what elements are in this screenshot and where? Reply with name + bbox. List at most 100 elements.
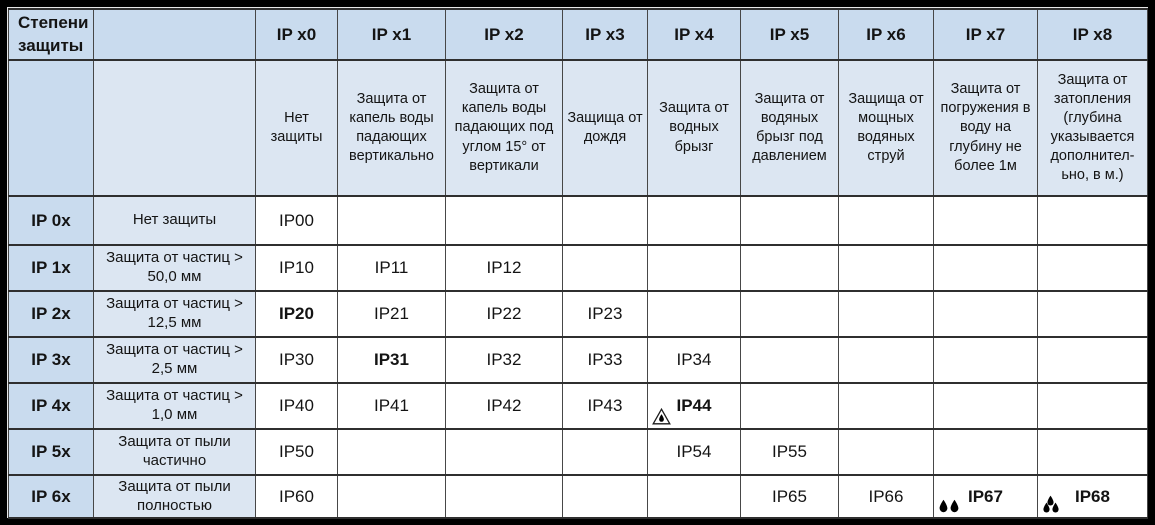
cell-ip6x-x2 — [445, 474, 563, 519]
cell-ip10: IP10 — [255, 244, 338, 292]
cell-ip22: IP22 — [445, 290, 563, 338]
cell-ip1x-x7 — [933, 244, 1038, 292]
cell-ip21: IP21 — [337, 290, 446, 338]
header-row: Степени защиты IP x0 IP x1 IP x2 IP x3 I… — [8, 8, 1148, 61]
cell-ip0x-x1 — [337, 195, 446, 246]
cell-ip5x-x8 — [1037, 428, 1148, 476]
cell-ip43: IP43 — [562, 382, 648, 430]
cell-ip30: IP30 — [255, 336, 338, 384]
cell-ip66: IP66 — [838, 474, 934, 519]
table-row-ip1x: IP 1x Защита от частиц > 50,0 мм IP10 IP… — [8, 244, 1148, 292]
header-spacer-cell — [93, 8, 256, 61]
table-row-ip4x: IP 4x Защита от частиц > 1,0 мм IP40 IP4… — [8, 382, 1148, 430]
cell-ip0x-x8 — [1037, 195, 1148, 246]
cell-ip0x-x2 — [445, 195, 563, 246]
cell-ip23: IP23 — [562, 290, 648, 338]
cell-ip5x-x6 — [838, 428, 934, 476]
cell-ip44-container: IP44 — [647, 382, 741, 430]
cell-ip00: IP00 — [255, 195, 338, 246]
cell-ip20: IP20 — [255, 290, 338, 338]
cell-ip1x-x6 — [838, 244, 934, 292]
cell-ip32: IP32 — [445, 336, 563, 384]
cell-ip4x-x5 — [740, 382, 839, 430]
cell-ip33: IP33 — [562, 336, 648, 384]
cell-ip5x-x1 — [337, 428, 446, 476]
cell-ip41: IP41 — [337, 382, 446, 430]
cell-ip42: IP42 — [445, 382, 563, 430]
row-desc-ip3x: Защита от частиц > 2,5 мм — [93, 336, 256, 384]
cell-ip1x-x8 — [1037, 244, 1148, 292]
cell-ip54: IP54 — [647, 428, 741, 476]
cell-ip6x-x1 — [337, 474, 446, 519]
column-desc-ipx2: Защита от капель воды падающих под углом… — [445, 59, 563, 197]
cell-ip3x-x5 — [740, 336, 839, 384]
description-row: Нет защиты Защита от капель воды падающи… — [8, 59, 1148, 197]
column-header-ipx6: IP x6 — [838, 8, 934, 61]
column-header-ipx2: IP x2 — [445, 8, 563, 61]
cell-ip67: IP67 — [968, 486, 1003, 506]
table-row-ip3x: IP 3x Защита от частиц > 2,5 мм IP30 IP3… — [8, 336, 1148, 384]
table-frame: Степени защиты IP x0 IP x1 IP x2 IP x3 I… — [7, 7, 1148, 519]
cell-ip2x-x7 — [933, 290, 1038, 338]
cell-ip31: IP31 — [337, 336, 446, 384]
cell-ip0x-x3 — [562, 195, 648, 246]
row-desc-ip4x: Защита от частиц > 1,0 мм — [93, 382, 256, 430]
column-desc-ipx4: Защита от водных брызг — [647, 59, 741, 197]
cell-ip3x-x6 — [838, 336, 934, 384]
cell-ip11: IP11 — [337, 244, 446, 292]
column-header-ipx7: IP x7 — [933, 8, 1038, 61]
cell-ip4x-x6 — [838, 382, 934, 430]
table-row-ip5x: IP 5x Защита от пыли частично IP50 IP54 … — [8, 428, 1148, 476]
ip-protection-ratings-table: Степени защиты IP x0 IP x1 IP x2 IP x3 I… — [8, 8, 1148, 519]
cell-ip0x-x6 — [838, 195, 934, 246]
column-desc-ipx8: Защита от затопления (глубина указываетс… — [1037, 59, 1148, 197]
cell-ip67-container: IP67 — [933, 474, 1038, 519]
row-desc-ip6x: Защита от пыли полностью — [93, 474, 256, 519]
triangle-droplet-icon — [652, 408, 671, 425]
cell-ip40: IP40 — [255, 382, 338, 430]
row-header-ip0x: IP 0x — [8, 195, 94, 246]
row-header-ip5x: IP 5x — [8, 428, 94, 476]
row-header-ip4x: IP 4x — [8, 382, 94, 430]
column-desc-ipx0: Нет защиты — [255, 59, 338, 197]
column-desc-ipx1: Защита от капель воды падающих вертикаль… — [337, 59, 446, 197]
row-header-ip6x: IP 6x — [8, 474, 94, 519]
row-desc-ip5x: Защита от пыли частично — [93, 428, 256, 476]
cell-ip3x-x7 — [933, 336, 1038, 384]
row-desc-ip2x: Защита от частиц > 12,5 мм — [93, 290, 256, 338]
cell-ip1x-x4 — [647, 244, 741, 292]
cell-ip5x-x2 — [445, 428, 563, 476]
table-row-ip6x: IP 6x Защита от пыли полностью IP60 IP65… — [8, 474, 1148, 519]
cell-ip34: IP34 — [647, 336, 741, 384]
cell-ip5x-x7 — [933, 428, 1038, 476]
cell-ip60: IP60 — [255, 474, 338, 519]
column-desc-ipx7: Защита от погружения в воду на глубину н… — [933, 59, 1038, 197]
cell-ip68: IP68 — [1075, 486, 1110, 506]
cell-ip50: IP50 — [255, 428, 338, 476]
cell-ip4x-x7 — [933, 382, 1038, 430]
row-desc-ip1x: Защита от частиц > 50,0 мм — [93, 244, 256, 292]
column-header-ipx4: IP x4 — [647, 8, 741, 61]
cell-ip44: IP44 — [676, 396, 712, 415]
cell-ip4x-x8 — [1037, 382, 1148, 430]
cell-ip1x-x5 — [740, 244, 839, 292]
cell-ip68-container: IP68 — [1037, 474, 1148, 519]
column-desc-ipx5: Защита от водяных брызг под давлением — [740, 59, 839, 197]
row-header-ip3x: IP 3x — [8, 336, 94, 384]
three-droplets-icon — [1042, 495, 1062, 514]
cell-ip5x-x3 — [562, 428, 648, 476]
cell-ip0x-x7 — [933, 195, 1038, 246]
table-row-ip2x: IP 2x Защита от частиц > 12,5 мм IP20 IP… — [8, 290, 1148, 338]
column-header-ipx8: IP x8 — [1037, 8, 1148, 61]
cell-ip0x-x5 — [740, 195, 839, 246]
cell-ip6x-x3 — [562, 474, 648, 519]
column-header-ipx3: IP x3 — [562, 8, 648, 61]
table-row-ip0x: IP 0x Нет защиты IP00 — [8, 195, 1148, 246]
column-header-ipx5: IP x5 — [740, 8, 839, 61]
two-droplets-icon — [938, 499, 961, 514]
cell-ip12: IP12 — [445, 244, 563, 292]
row-header-ip2x: IP 2x — [8, 290, 94, 338]
row-header-ip1x: IP 1x — [8, 244, 94, 292]
column-header-ipx1: IP x1 — [337, 8, 446, 61]
cell-ip6x-x4 — [647, 474, 741, 519]
